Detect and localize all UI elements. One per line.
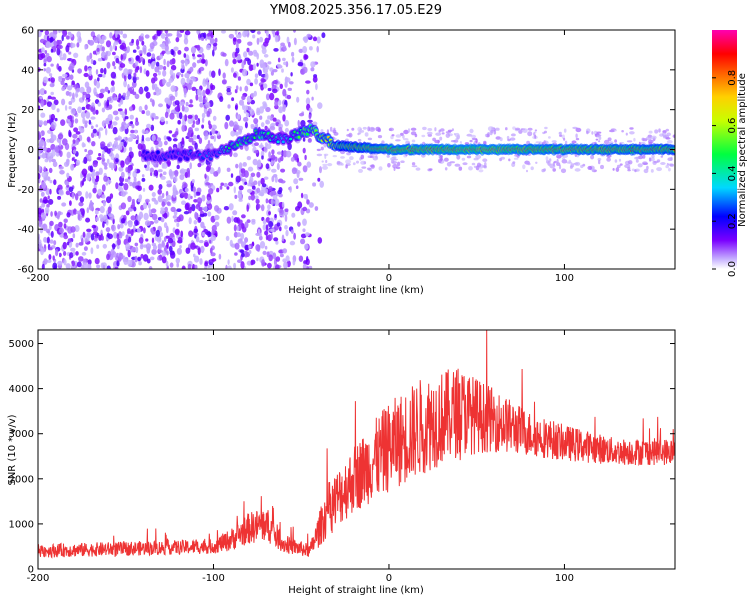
x-tick-label: 100 <box>555 573 574 584</box>
x-tick-label: 0 <box>386 573 392 584</box>
x-tick-label: 0 <box>386 273 392 284</box>
colorbar-ticks: 0.0 0.2 0.4 0.6 0.8 <box>712 70 738 277</box>
y-tick-label: 4000 <box>9 384 34 395</box>
x-tick-label: -100 <box>202 573 225 584</box>
y-tick-label: -20 <box>18 185 34 196</box>
spectrogram-y-ticks: -60 -40 -20 0 20 40 60 <box>18 26 675 276</box>
spectrogram-noise-layer <box>38 30 675 269</box>
colorbar-tick-label: 0.2 <box>727 213 738 229</box>
colorbar-tick-label: 0.4 <box>727 165 738 181</box>
colorbar-tick-label: 0.0 <box>727 261 738 277</box>
y-tick-label: 0 <box>28 145 34 156</box>
x-tick-label: -200 <box>27 573 50 584</box>
spectrogram-ridge-layer <box>140 122 675 164</box>
snr-y-axis-label: SNR (10 * v/v) <box>7 414 18 485</box>
colorbar-gradient <box>712 30 737 269</box>
y-tick-label: -40 <box>18 225 34 236</box>
y-tick-label: -60 <box>18 265 34 276</box>
y-tick-label: 40 <box>21 65 34 76</box>
colorbar-label: Normalized spectral amplitude <box>737 73 748 227</box>
chart-title: YM08.2025.356.17.05.E29 <box>269 3 442 18</box>
snr-y-ticks: 0 1000 2000 3000 4000 5000 <box>9 339 675 576</box>
colorbar-tick-label: 0.6 <box>727 118 738 134</box>
y-tick-label: 3000 <box>9 429 34 440</box>
y-tick-label: 60 <box>21 26 34 37</box>
snr-x-axis-label: Height of straight line (km) <box>288 585 424 596</box>
spectrogram-x-axis-label: Height of straight line (km) <box>288 285 424 296</box>
y-tick-label: 0 <box>28 565 34 576</box>
y-tick-label: 2000 <box>9 474 34 485</box>
y-tick-label: 5000 <box>9 339 34 350</box>
spectrogram-x-ticks: -200 -100 0 100 <box>27 30 574 284</box>
snr-frame <box>37 329 676 570</box>
colorbar-tick-label: 0.8 <box>727 70 738 86</box>
snr-panel: -200 -100 0 100 0 1000 2000 3000 4000 5000 Heigh… <box>7 329 676 596</box>
snr-series-line <box>38 330 675 559</box>
snr-x-ticks: -200 -100 0 100 <box>27 330 574 584</box>
x-tick-label: -200 <box>27 273 50 284</box>
colorbar: 0.0 0.2 0.4 0.6 0.8 Normalized spectral ampl… <box>712 30 748 277</box>
y-tick-label: 1000 <box>9 519 34 530</box>
spectrogram-y-axis-label: Frequency (Hz) <box>7 112 18 188</box>
x-tick-label: -100 <box>202 273 225 284</box>
y-tick-label: 20 <box>21 105 34 116</box>
x-tick-label: 100 <box>555 273 574 284</box>
